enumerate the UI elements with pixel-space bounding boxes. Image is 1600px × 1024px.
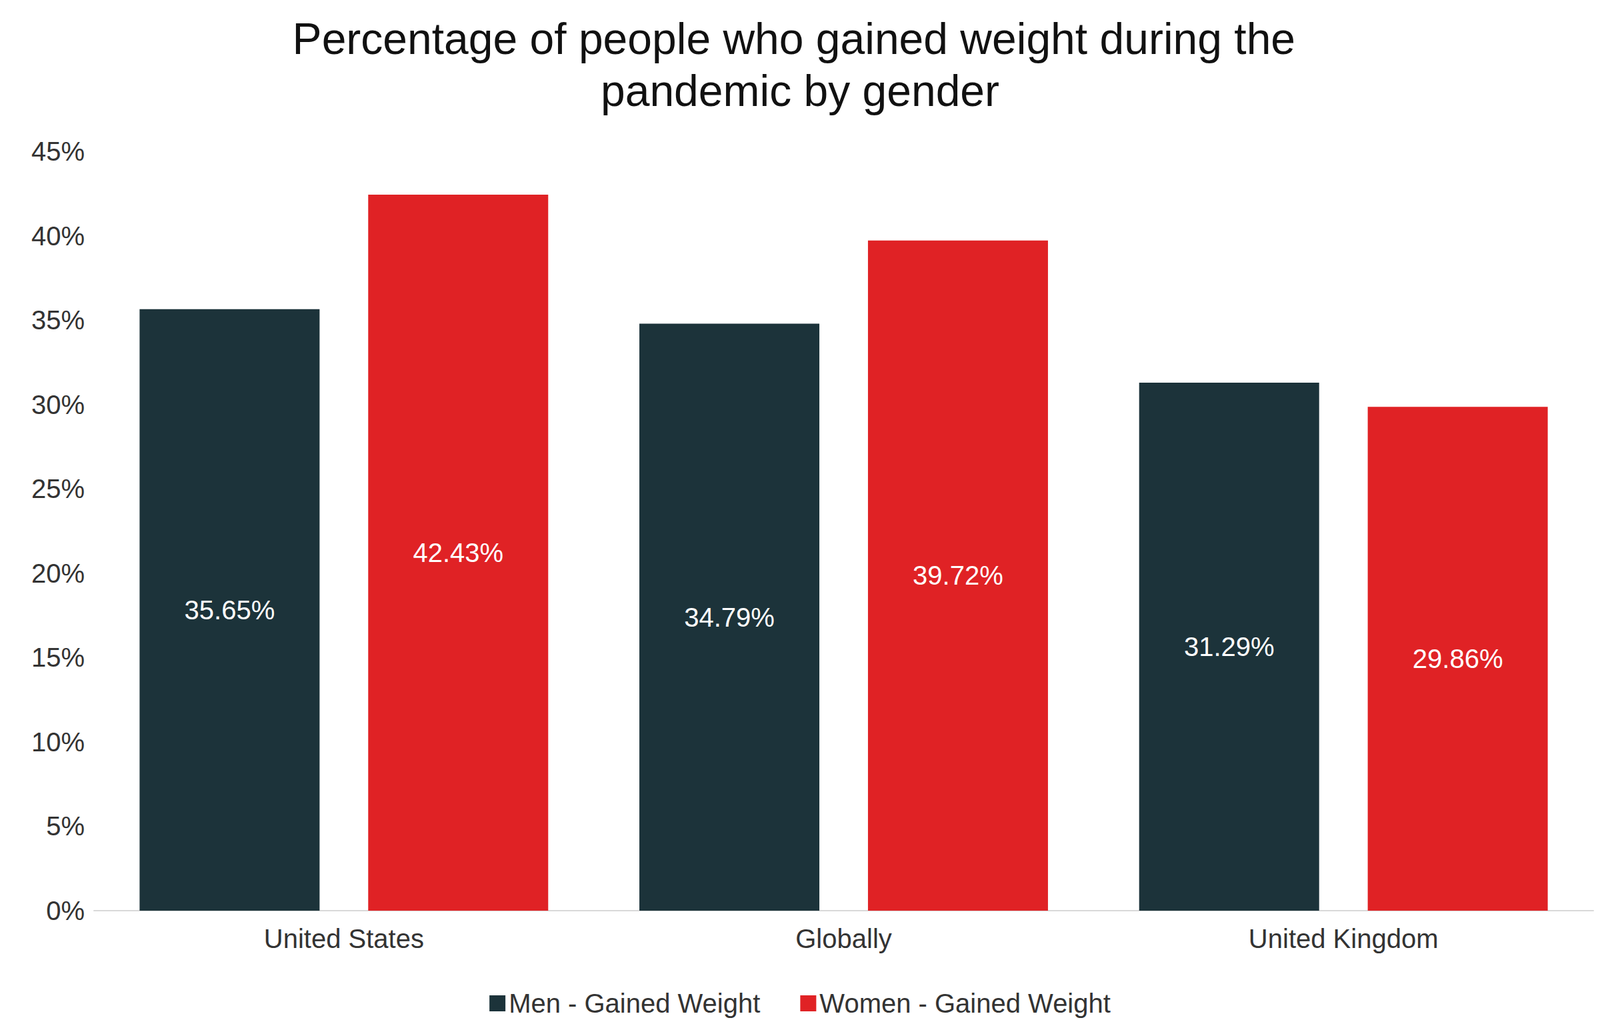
svg-text:15%: 15% — [31, 642, 85, 672]
svg-text:5%: 5% — [46, 811, 85, 841]
svg-text:35.65%: 35.65% — [184, 595, 276, 625]
svg-text:25%: 25% — [31, 474, 85, 504]
svg-text:10%: 10% — [31, 727, 85, 757]
svg-text:20%: 20% — [31, 558, 85, 588]
svg-text:29.86%: 29.86% — [1412, 644, 1504, 674]
svg-text:Men - Gained Weight: Men - Gained Weight — [508, 988, 760, 1018]
svg-text:0%: 0% — [46, 896, 85, 926]
svg-text:35%: 35% — [31, 305, 85, 335]
svg-text:45%: 45% — [31, 136, 85, 166]
svg-text:Percentage of people who gaine: Percentage of people who gained weight d… — [292, 14, 1308, 64]
svg-text:39.72%: 39.72% — [912, 560, 1004, 590]
svg-text:United States: United States — [264, 924, 424, 954]
svg-text:Women - Gained Weight: Women - Gained Weight — [819, 988, 1111, 1018]
svg-text:40%: 40% — [31, 221, 85, 251]
svg-text:pandemic by gender: pandemic by gender — [600, 66, 1000, 116]
svg-text:42.43%: 42.43% — [412, 538, 504, 568]
svg-text:30%: 30% — [31, 390, 85, 420]
svg-text:United Kingdom: United Kingdom — [1248, 924, 1439, 954]
svg-text:31.29%: 31.29% — [1184, 632, 1275, 662]
svg-text:34.79%: 34.79% — [684, 602, 775, 632]
svg-text:Globally: Globally — [795, 924, 892, 954]
